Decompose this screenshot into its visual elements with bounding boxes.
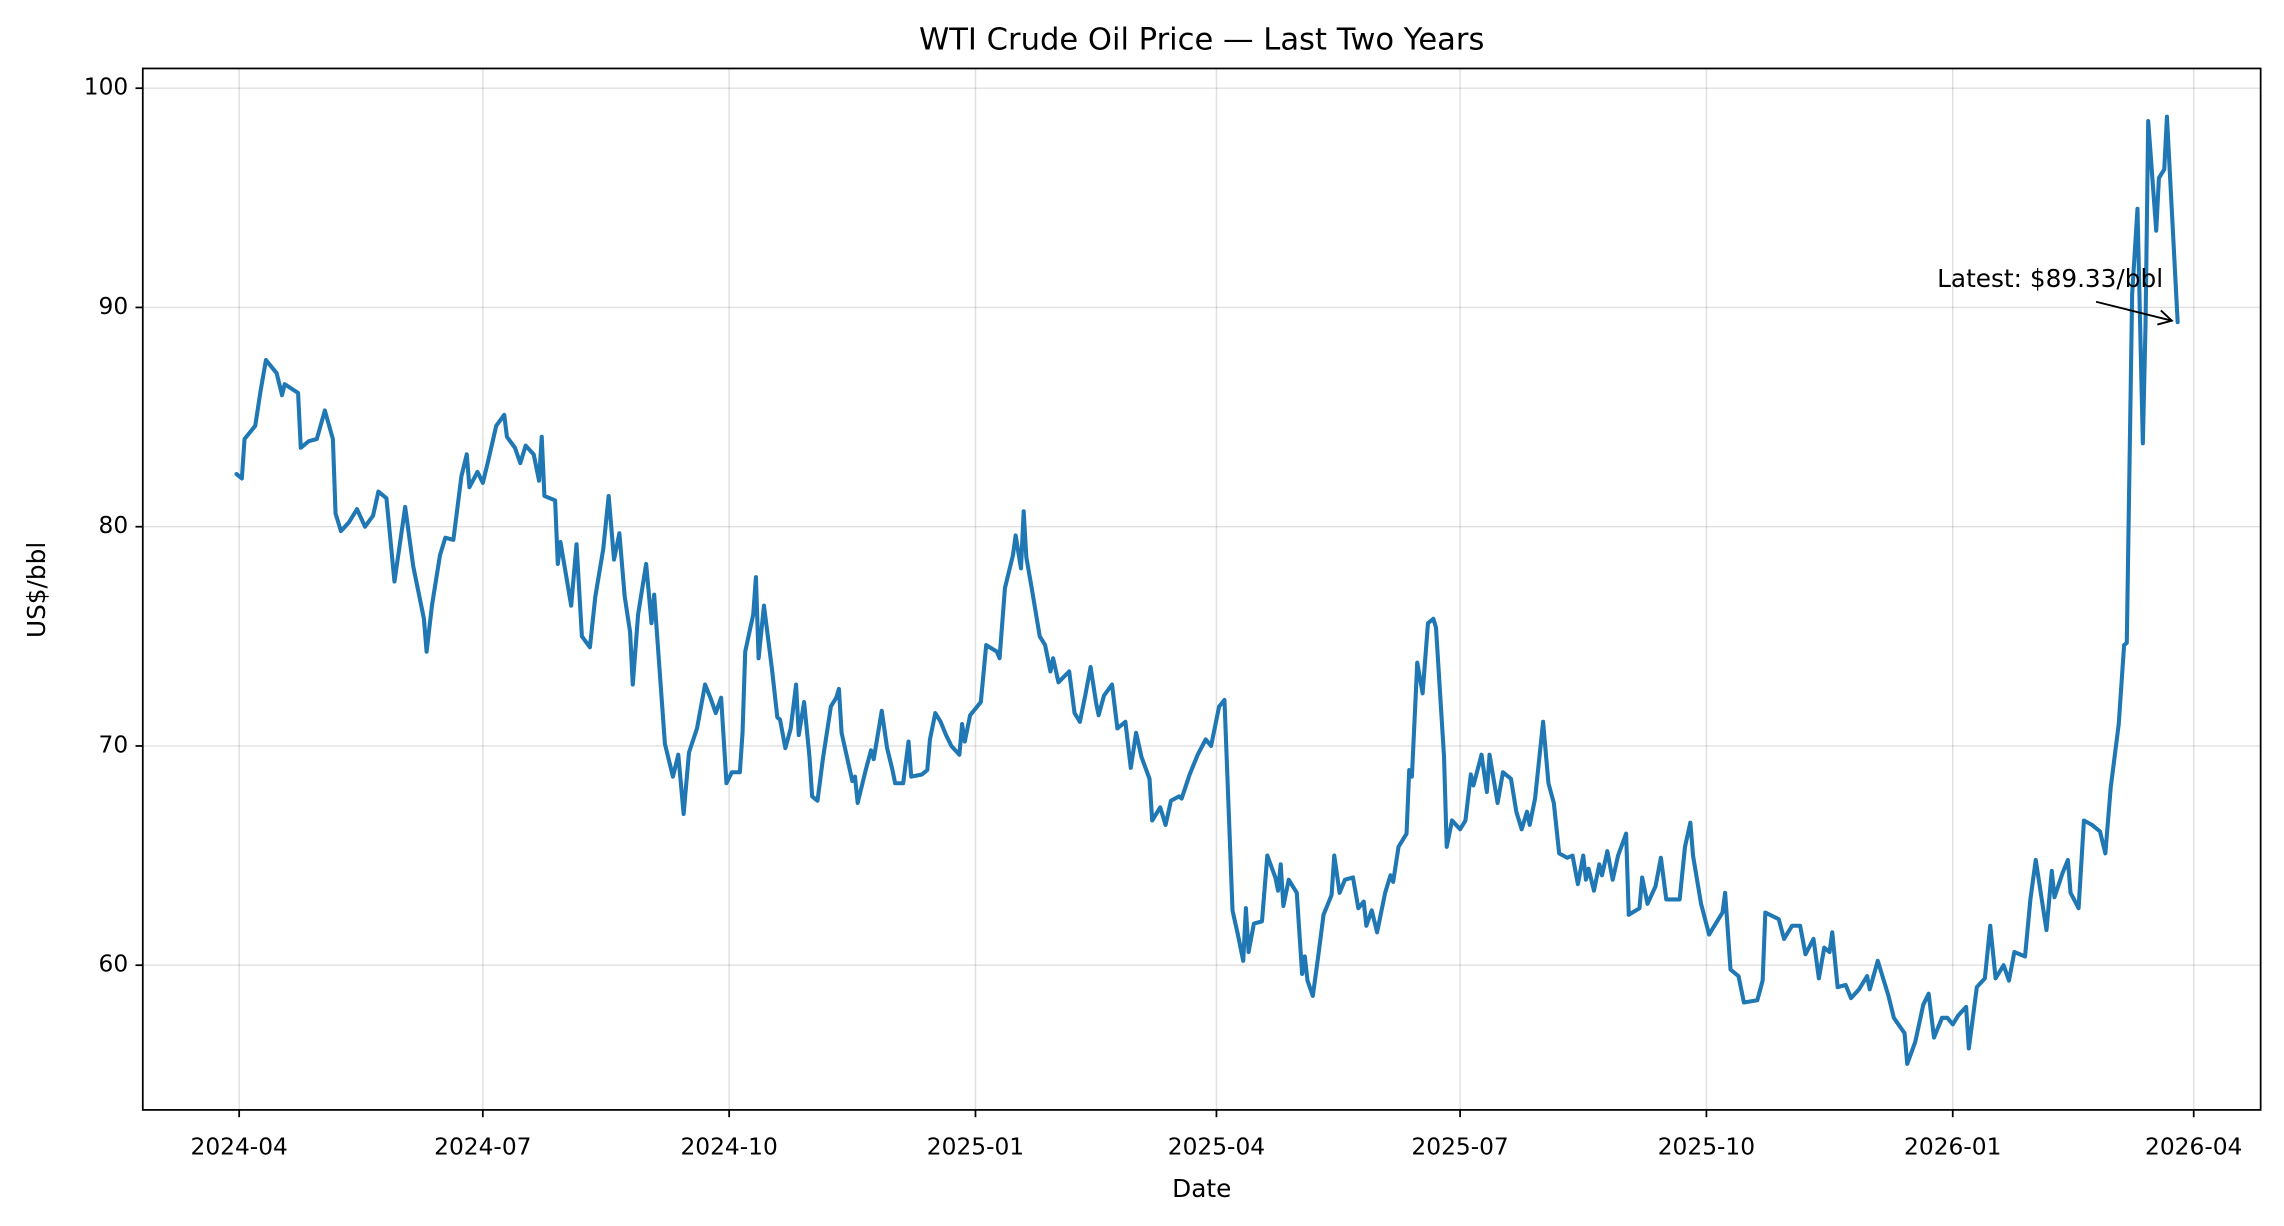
y-axis-label: US$/bbl [22, 542, 51, 638]
y-tick-label: 60 [99, 951, 129, 978]
y-tick-label: 100 [84, 74, 128, 101]
x-tick-label: 2026-04 [2145, 1133, 2242, 1160]
x-axis-label: Date [1172, 1174, 1231, 1203]
x-tick-label: 2026-01 [1904, 1133, 2001, 1160]
y-tick-label: 70 [99, 731, 129, 758]
x-tick-label: 2024-07 [434, 1133, 531, 1160]
plot-area [234, 114, 2180, 1066]
x-tick-label: 2024-10 [680, 1133, 777, 1160]
x-tick-label: 2025-01 [927, 1133, 1024, 1160]
y-tick-label: 90 [99, 293, 129, 320]
annotation-arrow [2095, 300, 2174, 326]
price-line [234, 114, 2180, 1066]
x-tick-label: 2025-10 [1658, 1133, 1755, 1160]
x-tick-label: 2025-07 [1411, 1133, 1508, 1160]
chart-title: WTI Crude Oil Price — Last Two Years [919, 22, 1484, 57]
y-tick-label: 80 [99, 512, 129, 539]
x-tick-label: 2025-04 [1168, 1133, 1265, 1160]
grid [142, 68, 2261, 1110]
axes-frame [141, 67, 2262, 1111]
x-tick-label: 2024-04 [191, 1133, 288, 1160]
annotation-text: Latest: $89.33/bbl [1937, 264, 2163, 293]
